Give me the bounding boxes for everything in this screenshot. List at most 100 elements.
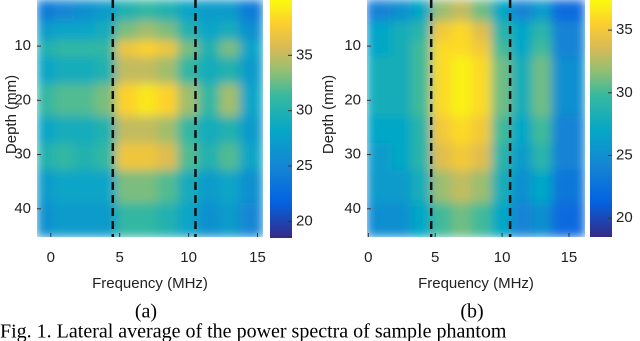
cell [37,83,55,118]
cell [115,202,138,237]
cell [471,116,493,145]
cell [115,143,138,172]
cell [451,56,473,85]
cell [136,202,159,237]
cell [511,202,533,237]
y-tick-label: 40 [344,200,361,217]
colorbar-tick-label: 30 [616,84,633,101]
y-tick-label: 30 [14,146,31,163]
cell [37,116,55,145]
cell [37,21,55,42]
cell [367,0,373,23]
cell [136,40,159,58]
cell [53,170,76,204]
cell [551,40,585,58]
y-axis-label: Depth (mm) [3,75,20,154]
cell [177,56,200,85]
cell [367,40,373,58]
cell [411,40,433,58]
cell [177,83,200,118]
cell [391,40,413,58]
cell [451,21,473,42]
cell [551,116,585,145]
colorbar-tick-label: 20 [616,209,633,226]
cell [74,0,97,23]
cell [74,21,97,42]
cell [431,0,453,23]
cell [391,143,413,172]
cell [239,0,263,23]
cell [157,116,179,145]
x-tick-label: 0 [364,249,372,266]
x-tick-label: 15 [561,249,578,266]
cell [367,56,373,85]
cell [95,21,117,42]
cell [451,40,473,58]
cell [198,202,221,237]
cell [157,40,179,58]
cell [219,40,241,58]
cell [219,21,241,42]
cell [115,0,138,23]
cell [53,0,76,23]
cell [37,40,55,58]
cell [531,202,553,237]
cell [74,202,97,237]
cell [491,83,513,118]
cell [411,170,433,204]
colorbar-tick-label: 25 [296,157,313,174]
cell [367,202,373,237]
cell [511,83,533,118]
cell [157,202,179,237]
cell [198,116,221,145]
cell [95,83,117,118]
cell [511,116,533,145]
cell [531,40,553,58]
cell [491,143,513,172]
cell [219,56,241,85]
cell [371,143,393,172]
cell [411,116,433,145]
cell [451,143,473,172]
cell [471,0,493,23]
cell [198,83,221,118]
cell [367,170,373,204]
cell [491,202,513,237]
cell [136,0,159,23]
x-tick-label: 5 [116,249,124,266]
cell [511,21,533,42]
cell [53,116,76,145]
cell [391,21,413,42]
cell [219,0,241,23]
cell [53,21,76,42]
cell [367,21,373,42]
cell [411,21,433,42]
cell [511,0,533,23]
cell [53,202,76,237]
cell [136,21,159,42]
cell [74,40,97,58]
cell [95,116,117,145]
x-axis-label: Frequency (MHz) [92,275,208,292]
cell [451,116,473,145]
y-tick-label: 20 [344,91,361,108]
cell [198,143,221,172]
cell [471,83,493,118]
cell [239,56,263,85]
cells [37,0,263,237]
x-tick-label: 5 [431,249,439,266]
colorbar-tick-label: 35 [616,21,633,38]
cell [431,40,453,58]
cell [37,143,55,172]
cell [531,116,553,145]
cell [491,21,513,42]
cell [411,83,433,118]
cell [157,21,179,42]
y-tick-label: 30 [344,146,361,163]
cell [115,116,138,145]
cell [157,170,179,204]
cell [74,56,97,85]
cell [371,202,393,237]
cell [239,202,263,237]
